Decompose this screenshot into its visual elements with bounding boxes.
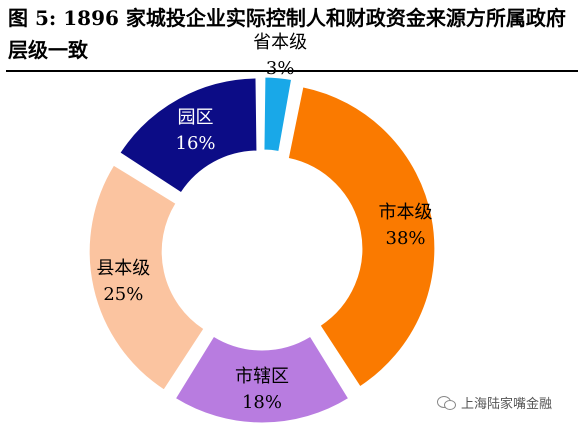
donut-slice xyxy=(88,164,205,391)
donut-slice xyxy=(263,76,293,153)
slice-value-label: 16% xyxy=(176,133,216,154)
slice-category-label: 市本级 xyxy=(379,202,433,223)
watermark-text: 上海陆家嘴金融 xyxy=(461,396,553,412)
slice-category-label: 省本级 xyxy=(253,32,307,53)
donut-slice xyxy=(287,86,436,388)
slice-value-label: 3% xyxy=(266,58,295,79)
slice-value-label: 25% xyxy=(103,284,143,305)
slice-category-label: 县本级 xyxy=(96,258,150,279)
watermark: 上海陆家嘴金融 xyxy=(437,391,552,413)
figure-title-body: 1896 家城投企业实际控制人和财政资金来源方所属政府层级一致 xyxy=(8,6,566,62)
figure-title-text: 图 5: 1896 家城投企业实际控制人和财政资金来源方所属政府层级一致 xyxy=(8,6,566,62)
slice-category-label: 市辖区 xyxy=(235,366,289,387)
slice-value-label: 38% xyxy=(386,228,426,249)
donut-slice xyxy=(174,335,350,424)
donut-slice xyxy=(119,77,258,194)
slice-category-label: 园区 xyxy=(178,107,214,128)
figure-title: 图 5: 1896 家城投企业实际控制人和财政资金来源方所属政府层级一致 xyxy=(8,2,578,66)
slice-value-label: 18% xyxy=(242,392,282,413)
wechat-icon xyxy=(437,394,456,410)
figure-label: 图 5: xyxy=(8,6,57,30)
title-rule xyxy=(6,70,578,72)
